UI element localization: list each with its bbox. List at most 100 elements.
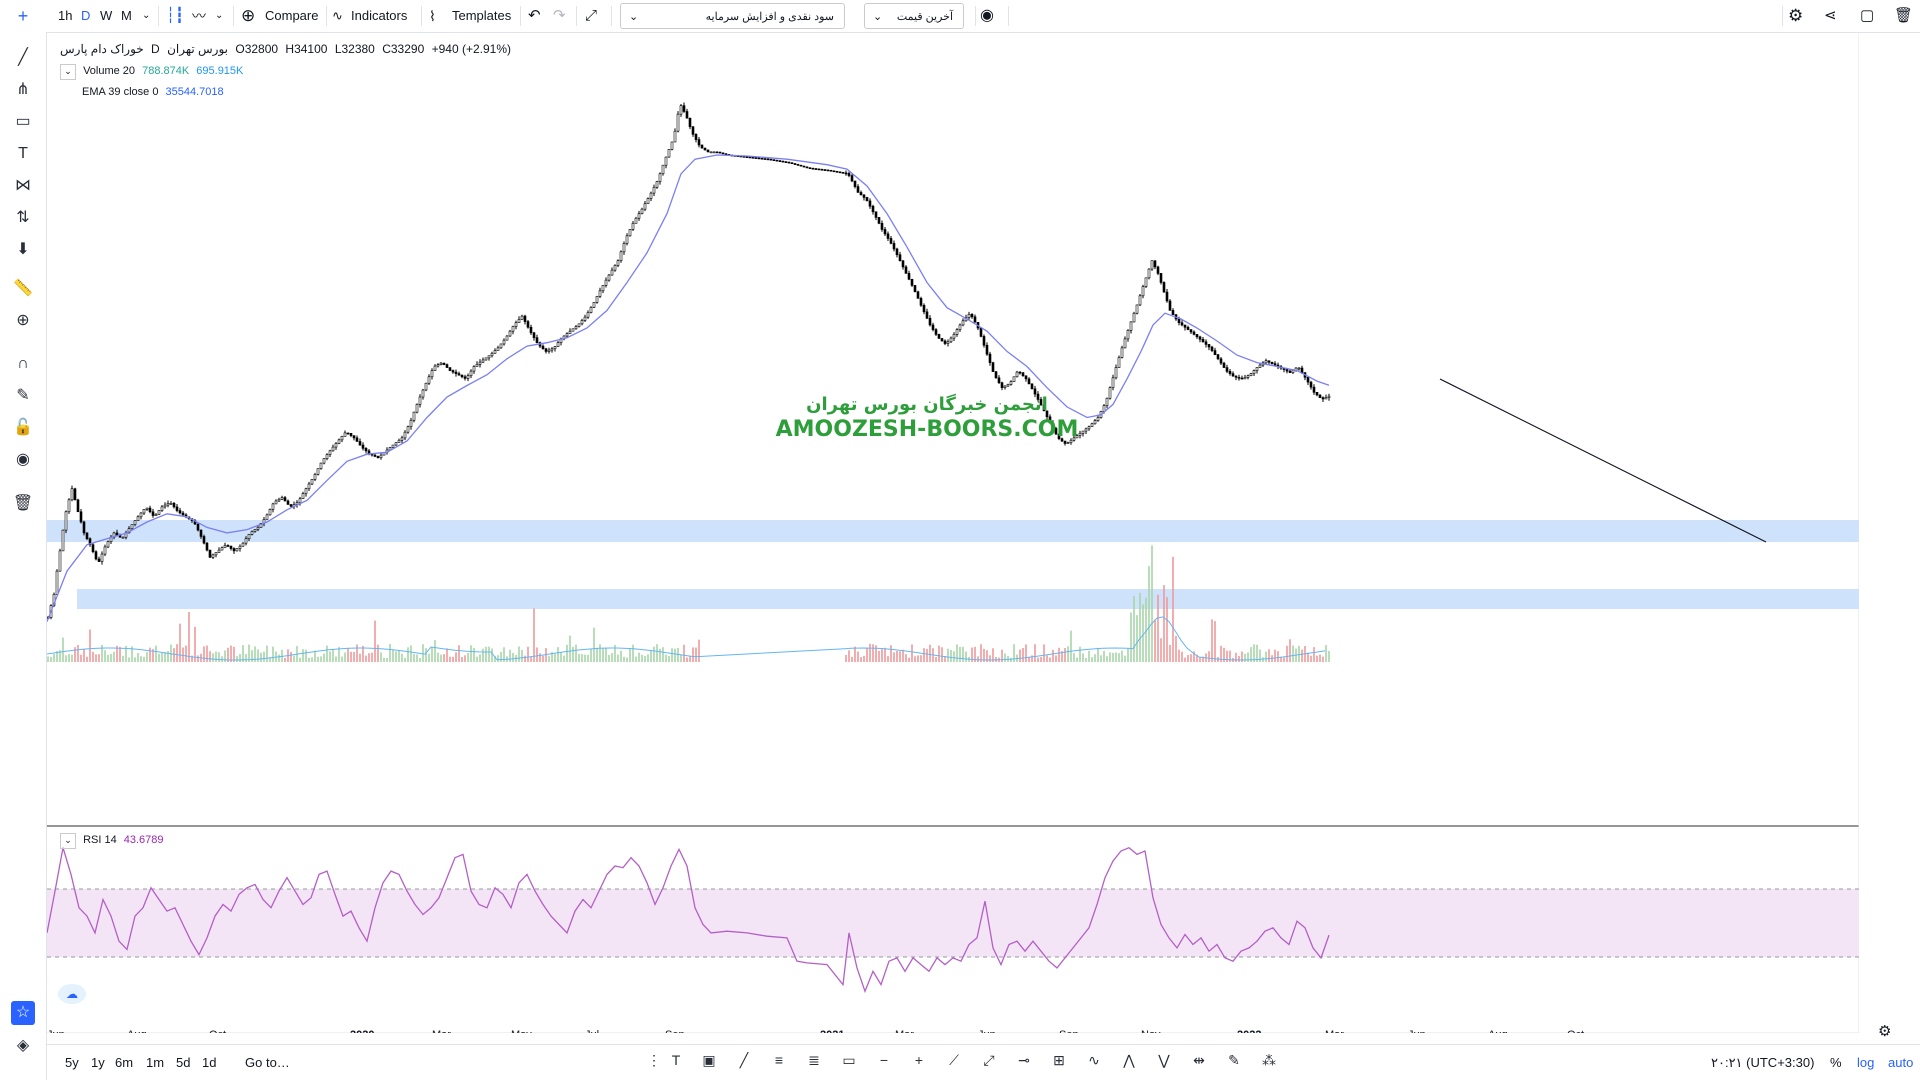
tool-abcd-icon[interactable]: ⋀ [1123,1052,1135,1068]
volume-bar [1070,630,1072,662]
candle-body [838,171,842,174]
interval-d[interactable]: D [81,8,91,23]
interval-dropdown-chevron-icon[interactable]: ⌄ [142,10,151,21]
trash-icon[interactable]: 🗑 [1894,7,1914,24]
candle-body [1060,438,1064,442]
clock-label[interactable]: ۲۰:۲۱ (UTC+3:30) [1711,1055,1815,1070]
tool-pattern-icon[interactable]: ⁂ [1262,1052,1276,1068]
volume-bar [1301,649,1303,662]
tool-hline-icon[interactable]: − [879,1052,889,1068]
redo-icon[interactable]: ↷ [553,7,566,24]
range-5y[interactable]: 5y [65,1055,79,1070]
tool-brush-icon[interactable]: ✎ [1228,1052,1240,1068]
trend-line-icon[interactable]: ╱ [18,49,28,66]
volume-bar [113,651,115,662]
tool-text-icon[interactable]: T [671,1052,681,1068]
tool-ray-icon[interactable]: ⟋ [949,1052,959,1068]
zoom-in-icon[interactable]: ⊕ [16,312,30,329]
axis-settings-gear-icon[interactable]: ⚙ [1878,1023,1892,1040]
collapse-chevron-icon[interactable]: ⌄ [60,833,76,849]
collapse-chevron-icon[interactable]: ⌄ [60,64,76,80]
unlock-icon[interactable]: 🔓 [13,419,33,436]
layers-icon[interactable]: ◈ [16,1037,30,1054]
line-style-icon[interactable]: 〰 [192,8,206,24]
ruler-icon[interactable]: 📏 [13,280,33,297]
pattern-icon[interactable]: ⋈ [15,177,31,194]
tool-fork-icon[interactable]: ⇹ [1193,1052,1205,1068]
candle-body [1069,439,1073,443]
prediction-icon[interactable]: ⇅ [16,209,30,226]
legend-symbol[interactable]: خوراک دام پارس [60,42,144,56]
range-1d[interactable]: 1d [202,1055,217,1070]
pitchfork-icon[interactable]: ⋔ [16,81,30,98]
tool-elliott-icon[interactable]: ⋁ [1158,1052,1170,1068]
goto-button[interactable]: Go to… [245,1055,290,1070]
candle-body [643,203,647,210]
eye-icon[interactable]: ◉ [980,7,994,24]
tool-parallel-icon[interactable]: ≡ [774,1052,784,1068]
style-dropdown-chevron-icon[interactable]: ⌄ [215,10,224,21]
candle-body [490,352,494,357]
volume-bar [857,651,859,662]
favorites-star-icon[interactable]: ☆ [11,1001,35,1025]
volume-bar [1145,597,1147,662]
fullscreen-icon[interactable]: ⤢ [585,7,598,24]
chart-area[interactable]: انجمن خبرگان بورس تهران AMOOZESH-BOORS.C… [46,32,1909,1041]
volume-bar [290,651,292,662]
percent-toggle[interactable]: % [1830,1055,1842,1070]
tool-wave-icon[interactable]: ∿ [1088,1052,1100,1068]
tool-hray-icon[interactable]: ⊸ [1018,1052,1030,1068]
lock-drawing-icon[interactable]: ✎ [16,387,30,404]
templates-button[interactable]: Templates [452,8,512,23]
tool-cross-icon[interactable]: + [914,1052,924,1068]
volume-legend-name[interactable]: Volume 20 [83,65,136,77]
crosshair-icon[interactable]: + [17,6,29,26]
interval-w[interactable]: W [100,8,113,23]
arrow-down-icon[interactable]: ⬇ [16,241,30,258]
rectangle-icon[interactable]: ▭ [15,113,31,130]
tool-line-icon[interactable]: ╱ [739,1052,749,1068]
indicators-icon[interactable]: ∿ [332,8,343,23]
settings-gear-icon[interactable]: ⚙ [1788,6,1804,25]
candle-body [1168,300,1172,311]
compare-plus-icon[interactable]: ⊕ [241,6,256,25]
undo-icon[interactable]: ↶ [528,7,541,24]
range-6m[interactable]: 6m [115,1055,134,1070]
range-5d[interactable]: 5d [176,1055,191,1070]
tool-rect-icon[interactable]: ▣ [702,1052,716,1068]
candle-body [844,172,848,175]
interval-1h[interactable]: 1h [58,8,73,23]
candle-body [1051,422,1055,429]
price-chart[interactable]: انجمن خبرگان بورس تهران AMOOZESH-BOORS.C… [46,32,1909,1041]
tool-extended-icon[interactable]: ⤢ [983,1052,995,1068]
share-icon[interactable]: ⋖ [1824,7,1837,24]
compare-button[interactable]: Compare [265,8,319,23]
rsi-legend-name[interactable]: RSI 14 [83,834,117,846]
dividend-dropdown[interactable]: ⌄ سود نقدی و افزایش سرمایه [620,3,845,29]
volume-bar [686,657,688,662]
volume-bar [554,653,556,662]
volume-bar [92,651,94,662]
candle-style-icon[interactable]: ┆┇ [166,7,185,24]
indicators-button[interactable]: Indicators [351,8,408,23]
ema-legend-name[interactable]: EMA 39 close 0 [82,86,159,98]
range-1m[interactable]: 1m [146,1055,165,1070]
remove-drawings-trash-icon[interactable]: 🗑 [12,495,34,512]
log-toggle[interactable]: log [1857,1055,1875,1070]
candle-body [862,194,866,198]
price-type-dropdown[interactable]: ⌄ آخرین قیمت [864,3,964,29]
volume-bar [929,644,931,662]
snapshot-icon[interactable]: ▢ [1860,7,1875,24]
auto-toggle[interactable]: auto [1888,1055,1914,1070]
magnet-icon[interactable]: ∩ [17,355,29,372]
tool-frame-icon[interactable]: ⊞ [1053,1052,1065,1068]
volume-bar [266,645,268,662]
text-icon[interactable]: T [18,145,28,162]
visibility-eye-icon[interactable]: ◉ [16,451,30,468]
range-1y[interactable]: 1y [91,1055,105,1070]
tool-fib-icon[interactable]: ≣ [808,1052,820,1068]
tool-callout-icon[interactable]: ▭ [842,1052,856,1068]
interval-m[interactable]: M [121,8,132,23]
templates-icon[interactable]: ⌇ [429,8,436,24]
cloud-icon[interactable]: ☁ [58,984,86,1004]
